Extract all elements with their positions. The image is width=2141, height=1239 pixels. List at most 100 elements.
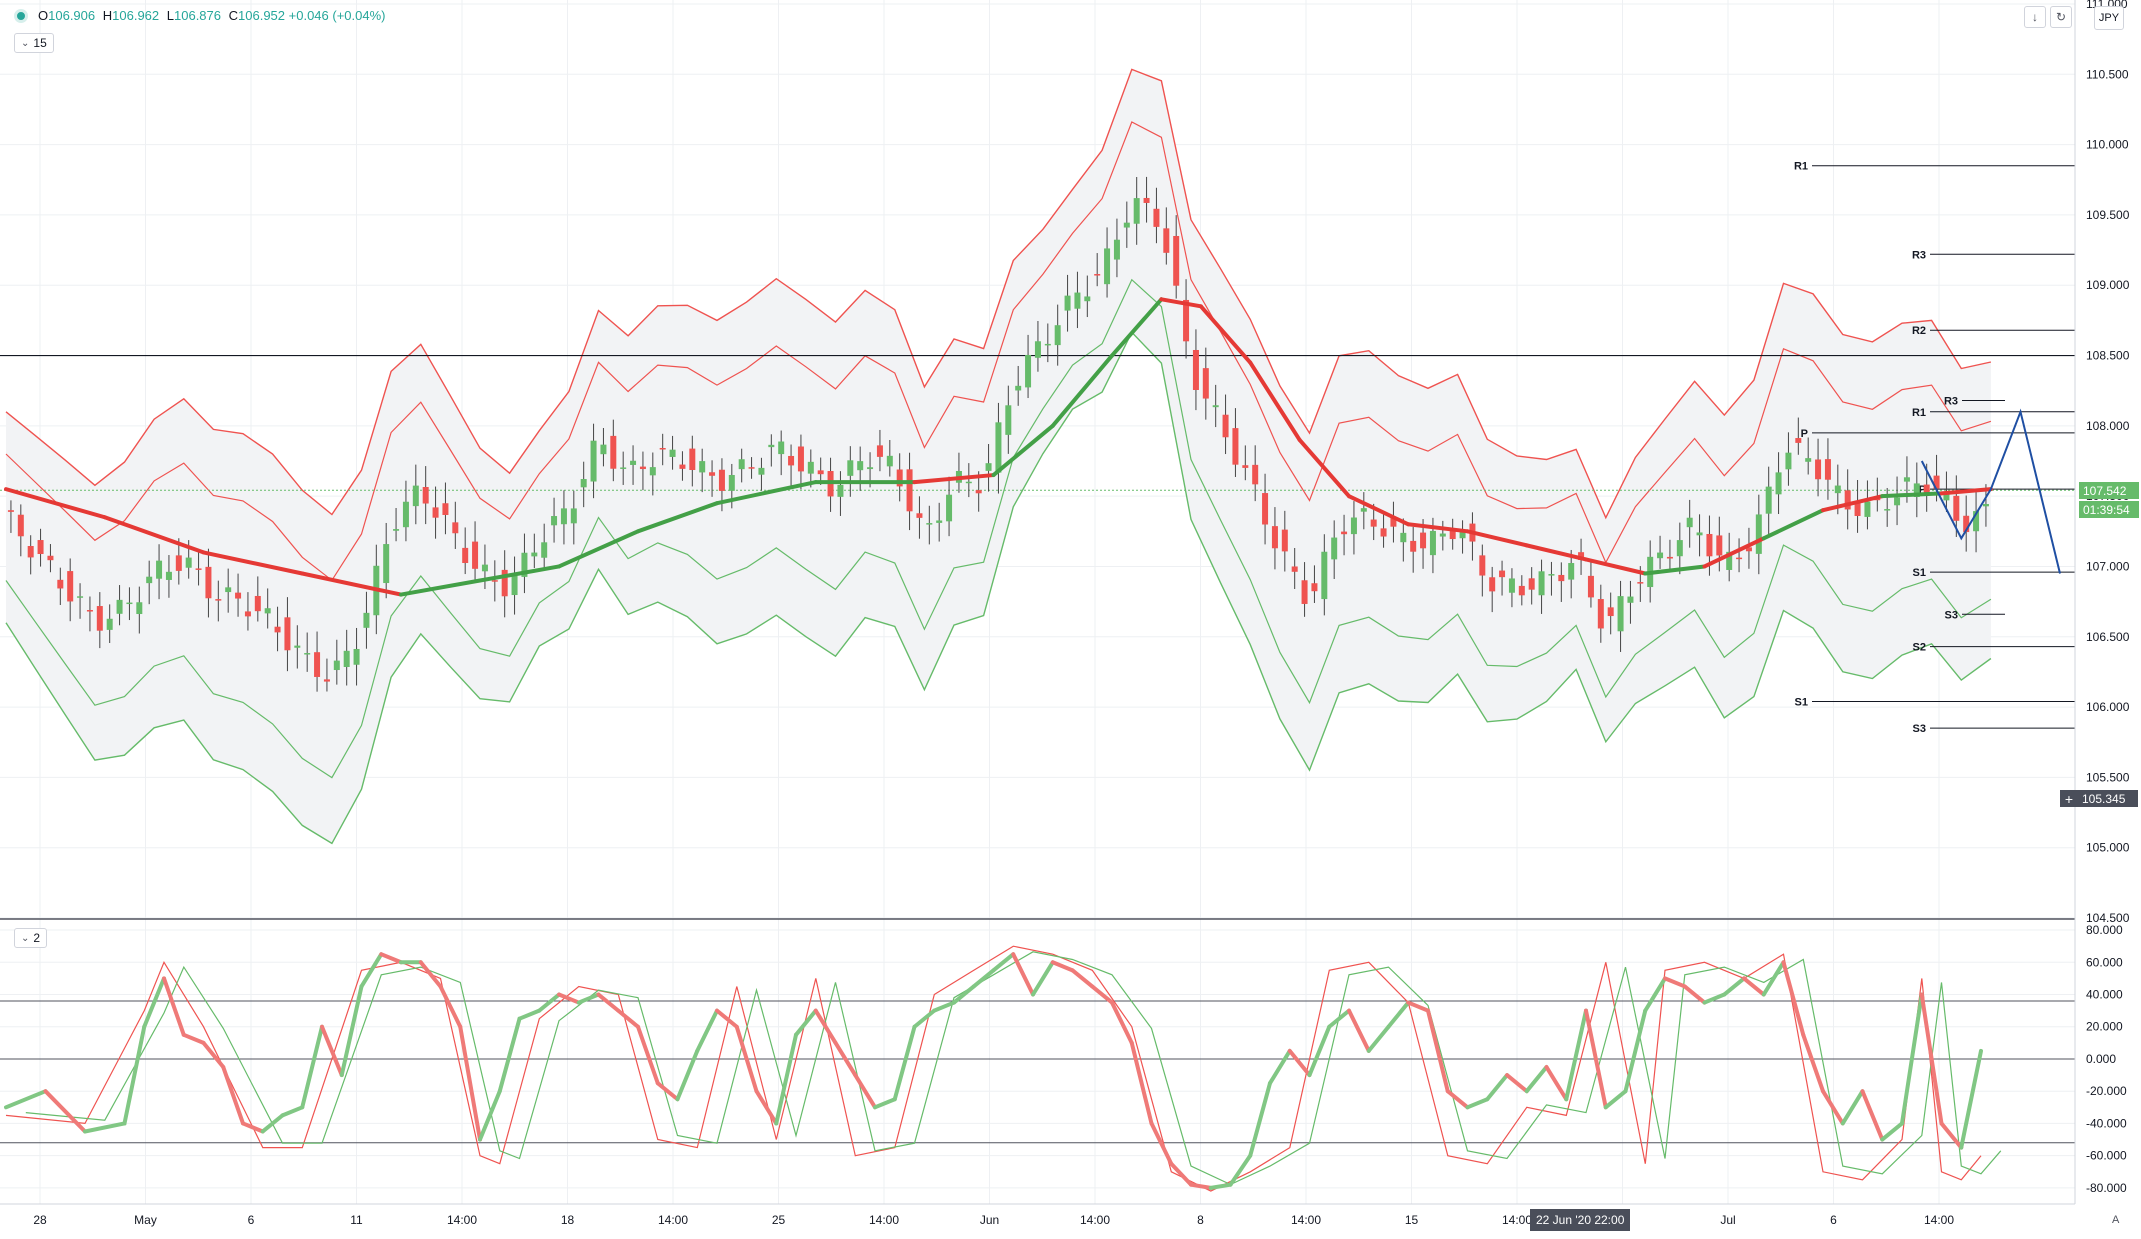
ema-segment (1761, 508, 1825, 541)
auto-scale-toggle[interactable]: A (2112, 1214, 2120, 1226)
candle-body (748, 467, 755, 469)
refresh-icon[interactable]: ↻ (2050, 6, 2072, 28)
osc-k-segment (1860, 1089, 1885, 1142)
x-tick-label: 25 (772, 1213, 786, 1227)
candle-body (333, 660, 340, 671)
open-value: 106.906 (48, 8, 96, 23)
candle-body (1696, 532, 1703, 536)
candle-body (1815, 459, 1822, 480)
osc-k-segment (458, 1024, 482, 1142)
ema-segment (1821, 494, 1885, 513)
osc-k-segment (181, 1032, 206, 1045)
pivot-label: R2 (1912, 325, 1926, 337)
osc-k-segment (1406, 1000, 1430, 1013)
candle-body (1094, 274, 1101, 276)
osc-k-segment (971, 968, 996, 989)
pivot-label: R3 (1912, 249, 1926, 261)
candle-body (1074, 292, 1081, 309)
pattern-path (1920, 408, 2061, 574)
candle-body (600, 444, 607, 455)
candle-body (1805, 458, 1812, 462)
candle-body (1558, 574, 1565, 582)
candle-body (1439, 533, 1446, 537)
ema-segment (1406, 522, 1470, 534)
osc-k-segment (794, 1008, 818, 1037)
osc-k-segment (912, 1008, 937, 1029)
candle-body (936, 520, 943, 523)
ema-segment (1465, 529, 1529, 548)
oscillator-pane: 80.000 60.000 40.000 20.000 0.000 -20.000 -40.… (0, 923, 2127, 1195)
arrow-down-icon[interactable]: ↓ (2024, 6, 2046, 28)
osc-k-segment (1169, 1161, 1193, 1187)
y-tick-label: 105.000 (2086, 841, 2130, 855)
osc-k-segment (952, 984, 976, 1005)
candle-body (738, 459, 745, 470)
crosshair-price-value: 105.345 (2078, 790, 2138, 807)
osc-tick-label: 20.000 (2086, 1020, 2123, 1034)
high-label: H (102, 8, 113, 23)
symbol-status-icon[interactable] (14, 8, 28, 23)
y-tick-label: 108.000 (2086, 419, 2130, 433)
candle-body (274, 626, 281, 633)
candle-body (1341, 531, 1348, 535)
candle-body (511, 575, 518, 596)
oscillator-pane-collapse-button[interactable]: ⌄ 2 (14, 928, 48, 948)
candle-body (639, 466, 646, 470)
candle-body (1400, 532, 1407, 543)
osc-k-segment (873, 1097, 897, 1110)
currency-label[interactable]: JPY (2094, 6, 2124, 30)
osc-k-segment (1742, 976, 1766, 997)
candle-body (1044, 343, 1051, 346)
candle-body (886, 455, 893, 467)
candle-body (876, 445, 883, 457)
osc-k-segment (1208, 1182, 1233, 1190)
candle-body (797, 446, 804, 472)
candle-body (116, 599, 123, 614)
candle-body (501, 569, 508, 597)
plus-icon[interactable]: + (2060, 790, 2078, 807)
osc-k-segment (655, 1081, 680, 1102)
ema-segment (1643, 564, 1707, 576)
candle-body (343, 650, 350, 668)
candle-body (7, 510, 14, 512)
x-tick-label: 8 (1197, 1213, 1204, 1227)
osc-k-segment (774, 1032, 798, 1126)
candle-body (1795, 438, 1802, 443)
pivot-label: R1 (1794, 161, 1808, 173)
candle-body (649, 467, 656, 476)
osc-k-segment (1070, 968, 1095, 989)
candle-body (1745, 547, 1752, 552)
ema-segment (399, 578, 482, 597)
x-tick-label: 14:00 (1924, 1213, 1954, 1227)
candle-body (1844, 490, 1851, 510)
ema-segment (991, 423, 1055, 478)
candle-body (699, 461, 706, 473)
candle-body (778, 441, 785, 455)
ema-segment (478, 564, 561, 583)
pattern-drawing (1920, 408, 2061, 574)
osc-k-segment (596, 992, 621, 1013)
ema-segment (1110, 297, 1164, 358)
candle-body (1084, 296, 1091, 302)
price-pane-collapse-button[interactable]: ⌄ 15 (14, 33, 54, 53)
candle-body (560, 508, 567, 525)
ohlc-legend: O106.906 H106.962 L106.876 C106.952 +0.0… (14, 8, 386, 23)
candle-body (1923, 484, 1930, 495)
candle-body (659, 447, 666, 450)
osc-k-segment (300, 1024, 324, 1110)
candle-body (1627, 596, 1634, 603)
candle-body (67, 571, 74, 602)
candle-body (1854, 501, 1861, 516)
candle-body (1953, 495, 1960, 521)
candle-body (304, 653, 311, 655)
osc-k-segment (1149, 1121, 1174, 1166)
candle-body (1350, 517, 1357, 535)
candle-body (669, 449, 676, 457)
osc-tick-label: -80.000 (2086, 1181, 2127, 1195)
candle-body (452, 522, 459, 534)
candle-body (1755, 514, 1762, 554)
candle-body (96, 606, 103, 631)
osc-k-segment (616, 1008, 640, 1029)
